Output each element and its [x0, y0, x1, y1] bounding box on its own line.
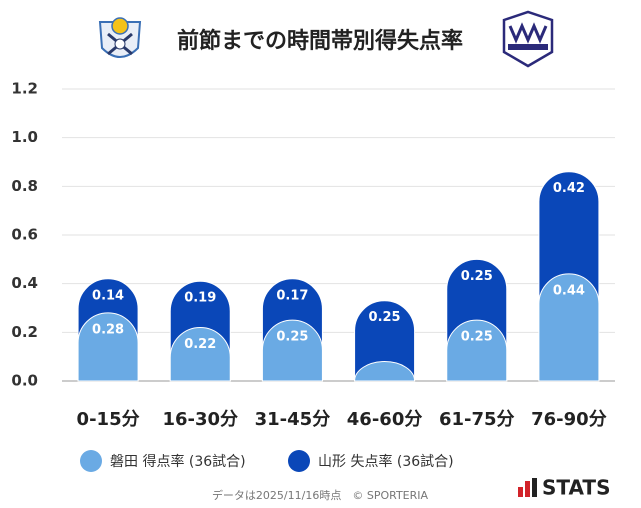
team-logo-right: [502, 10, 554, 68]
value-label: 0.44: [553, 283, 585, 298]
y-tick-label: 0.8: [11, 177, 38, 195]
brand: STATS: [542, 476, 610, 500]
x-tick-label: 0-15分: [77, 409, 140, 430]
x-tick-label: 16-30分: [162, 409, 238, 430]
y-tick-label: 0.6: [11, 226, 38, 244]
value-label: 0.17: [276, 288, 308, 303]
value-label: 0.25: [369, 310, 401, 325]
value-label: 0.28: [92, 322, 124, 337]
value-label: 0.22: [184, 337, 216, 352]
y-tick-label: 0.0: [11, 372, 38, 390]
bar-segment: [354, 300, 416, 382]
bar-segment: [446, 319, 508, 382]
bar-segment: [354, 361, 416, 382]
footer: データは2025/11/16時点 © SPORTERIA: [212, 488, 429, 502]
bar-segment: [538, 273, 600, 382]
value-label: 0.25: [461, 330, 493, 345]
legend-swatch: [288, 450, 310, 472]
bar-segment: [169, 327, 231, 382]
chart-title: 前節までの時間帯別得失点率: [177, 28, 463, 54]
x-tick-label: 61-75分: [439, 409, 515, 430]
value-label: 0.14: [92, 288, 124, 303]
x-tick-label: 76-90分: [531, 409, 607, 430]
value-label: 0.42: [553, 181, 585, 196]
value-label: 0.25: [461, 269, 493, 284]
x-tick-label: 46-60分: [347, 409, 423, 430]
y-tick-label: 1.2: [11, 80, 38, 98]
legend-swatch: [80, 450, 102, 472]
y-tick-label: 1.0: [11, 128, 38, 146]
y-tick-label: 0.2: [11, 323, 38, 341]
legend-label: 磐田 得点率 (36試合): [110, 453, 246, 470]
team-logo-left: [98, 17, 142, 58]
legend-label: 山形 失点率 (36試合): [318, 453, 454, 470]
brand-logo: [518, 478, 537, 497]
bar-segment: [77, 312, 139, 382]
value-label: 0.19: [184, 291, 216, 306]
y-tick-label: 0.4: [11, 274, 38, 292]
value-label: 0.25: [276, 330, 308, 345]
x-tick-label: 31-45分: [255, 409, 331, 430]
bar-segment: [261, 319, 323, 382]
